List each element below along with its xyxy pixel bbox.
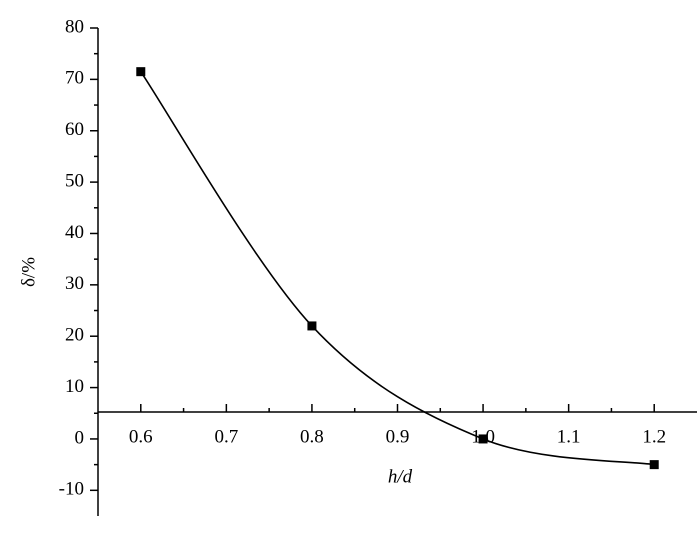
x-tick-label: 0.7 bbox=[214, 426, 238, 447]
point bbox=[649, 460, 659, 470]
y-tick-label: 30 bbox=[65, 273, 84, 294]
y-tick-label: 0 bbox=[75, 427, 85, 448]
x-axis-label: h/d bbox=[388, 466, 413, 487]
point bbox=[136, 67, 146, 77]
x-tick-label: 0.6 bbox=[129, 426, 153, 447]
y-tick-label: 40 bbox=[65, 222, 84, 243]
point bbox=[478, 434, 488, 444]
x-tick-label: 0.9 bbox=[386, 426, 410, 447]
point bbox=[307, 321, 317, 331]
x-tick-label: 0.8 bbox=[300, 426, 324, 447]
y-tick-label: 50 bbox=[65, 170, 84, 191]
y-axis-label: δ/% bbox=[18, 257, 39, 287]
y-tick-label: 20 bbox=[65, 325, 84, 346]
y-tick-label: 70 bbox=[65, 68, 84, 89]
y-tick-label: -10 bbox=[59, 479, 84, 500]
x-tick-label: 1.1 bbox=[557, 426, 581, 447]
y-tick-label: 80 bbox=[65, 16, 84, 37]
y-tick-label: 60 bbox=[65, 119, 84, 140]
fit-curve bbox=[140, 71, 655, 466]
y-tick-label: 10 bbox=[65, 376, 84, 397]
x-tick-label: 1.2 bbox=[642, 426, 666, 447]
